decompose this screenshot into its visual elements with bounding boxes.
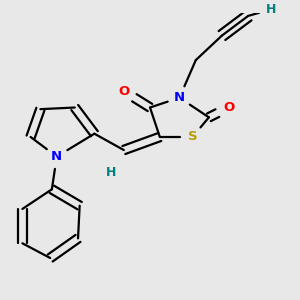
Circle shape (47, 147, 67, 166)
Text: O: O (118, 85, 130, 98)
Circle shape (101, 163, 121, 183)
Circle shape (219, 98, 238, 117)
Text: O: O (223, 101, 234, 114)
Text: H: H (266, 3, 276, 16)
Circle shape (261, 0, 281, 19)
Circle shape (114, 81, 134, 101)
Text: S: S (188, 130, 197, 143)
Circle shape (169, 88, 189, 107)
Text: H: H (106, 167, 116, 179)
Text: N: N (174, 91, 185, 104)
Circle shape (183, 127, 202, 147)
Text: N: N (51, 150, 62, 163)
